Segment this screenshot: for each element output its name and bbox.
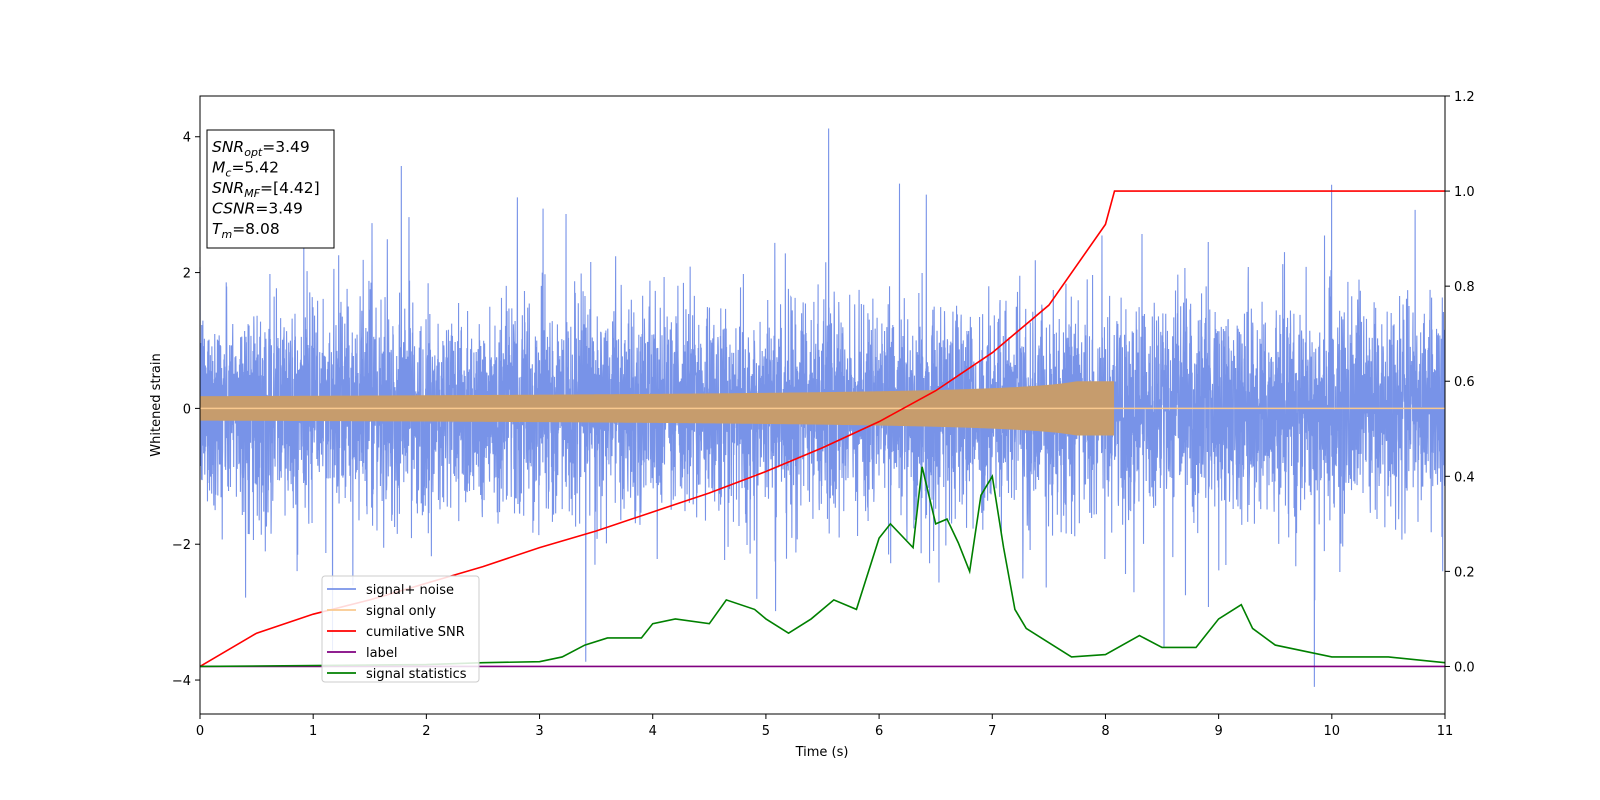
y-tick-label: −4 — [172, 674, 191, 689]
stats-annotation-line: Mc=5.42 — [212, 159, 279, 180]
x-tick-label: 3 — [535, 724, 543, 739]
x-tick-label: 4 — [649, 724, 657, 739]
y-right-tick-label: 0.4 — [1454, 470, 1475, 485]
stats-annotation-frame — [206, 129, 335, 249]
x-tick-label: 2 — [422, 724, 430, 739]
y-tick-label: 2 — [183, 267, 191, 282]
x-tick-label: 11 — [1437, 724, 1454, 739]
stats-annotation-line: SNRMF=[4.42] — [212, 179, 320, 200]
x-axis-ticks: 0 1 2 3 4 5 6 7 8 9 10 11 — [196, 714, 1453, 739]
y-tick-label: 0 — [183, 402, 191, 417]
series-signal-noise-line — [199, 128, 1446, 687]
stats-annotation-line: Tm=8.08 — [212, 220, 280, 241]
y-right-tick-label: 0.2 — [1454, 565, 1475, 580]
x-tick-label: 9 — [1214, 724, 1222, 739]
y-axis-label: Whitened strain — [149, 353, 164, 456]
x-tick-label: 8 — [1101, 724, 1109, 739]
y-right-tick-label: 0.8 — [1454, 280, 1475, 295]
y-right-tick-label: 1.0 — [1454, 185, 1475, 200]
stats-annotation-line: CSNR=3.49 — [212, 200, 303, 218]
legend-frame — [321, 575, 480, 683]
x-tick-label: 7 — [988, 724, 996, 739]
x-tick-label: 1 — [309, 724, 317, 739]
stats-annotation-line: SNRopt=3.49 — [212, 138, 310, 159]
y-tick-label: −2 — [172, 538, 191, 553]
y-axis-left-ticks: −4 −2 0 2 4 — [172, 131, 200, 689]
y-right-tick-label: 1.2 — [1454, 90, 1475, 105]
x-tick-label: 5 — [762, 724, 770, 739]
legend-entry-label: label — [366, 646, 397, 661]
x-tick-label: 6 — [875, 724, 883, 739]
legend-entry-label: signal+ noise — [366, 583, 454, 598]
x-axis-label: Time (s) — [795, 745, 849, 760]
x-tick-label: 0 — [196, 724, 204, 739]
plot-frame — [199, 95, 1446, 715]
y-tick-label: 4 — [183, 131, 191, 146]
x-tick-label: 10 — [1324, 724, 1341, 739]
y-right-tick-label: 0.6 — [1454, 375, 1475, 390]
legend-entry-label: cumilative SNR — [366, 625, 465, 640]
legend: signal+ noise signal only cumilative SNR la… — [321, 575, 480, 683]
y-axis-right-ticks: 0.0 0.2 0.4 0.6 0.8 1.0 1.2 — [1445, 90, 1475, 675]
legend-entry-label: signal only — [366, 604, 436, 619]
legend-entry-label: signal statistics — [366, 667, 467, 682]
y-right-tick-label: 0.0 — [1454, 660, 1475, 675]
series-signal-statistics-line — [199, 466, 1446, 668]
